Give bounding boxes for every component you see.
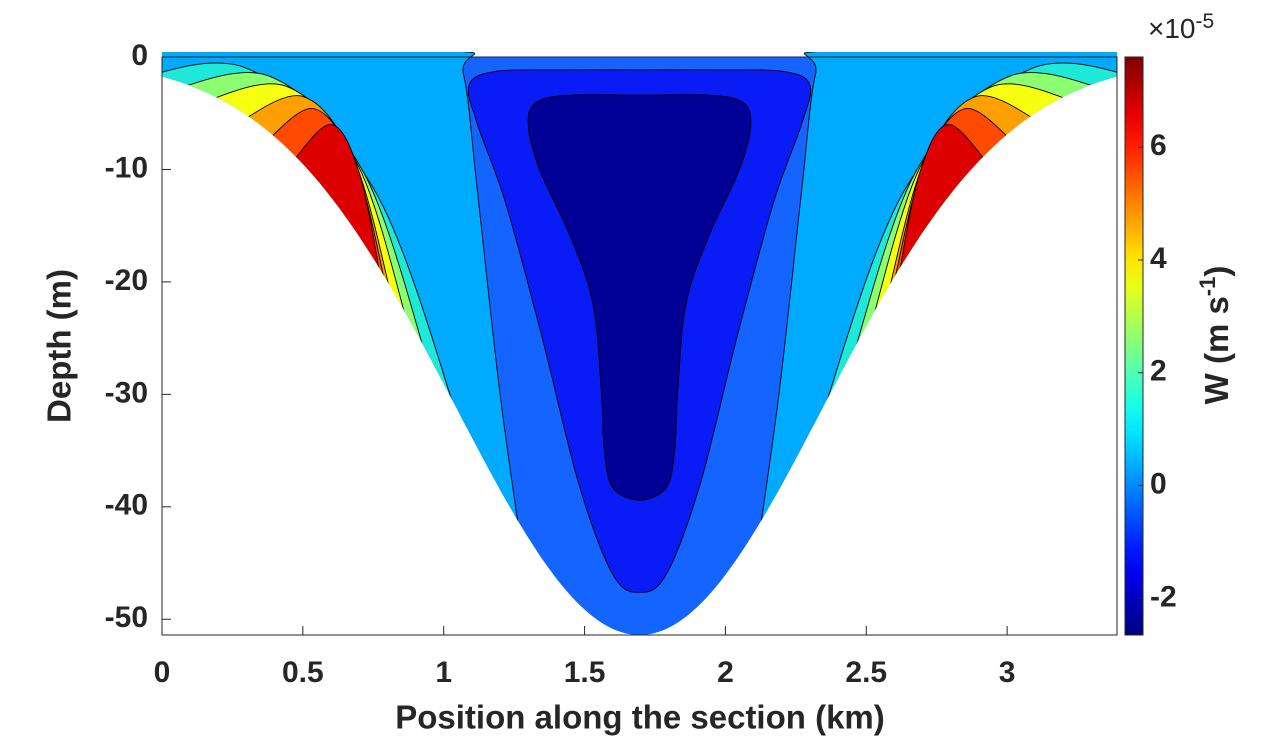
axes-box	[161, 56, 1118, 636]
colorbar-label-end: )	[1198, 266, 1235, 277]
colorbar-label: W (m s-1)	[1195, 266, 1235, 405]
y-tick-label: -50	[105, 601, 148, 634]
y-tick-label: -20	[105, 264, 148, 297]
y-tick-label: -40	[105, 489, 148, 522]
colorbar-multiplier: ×10-5	[1148, 10, 1214, 44]
contour-region	[896, 124, 991, 635]
y-tick-label: 0	[131, 39, 148, 72]
colorbar-tick-label: 6	[1150, 129, 1167, 162]
colorbar-tick-label: 2	[1150, 355, 1167, 388]
colorbar-exponent: -5	[1196, 10, 1215, 33]
x-tick-label: 3	[999, 656, 1016, 689]
x-tick-label: 0.5	[282, 656, 324, 689]
colorbar-tick-label: -2	[1150, 580, 1177, 613]
colorbar	[1124, 56, 1144, 636]
y-axis-label: Depth (m)	[41, 269, 78, 423]
colorbar-tick-label: 4	[1150, 242, 1167, 275]
x-tick-label: 2.5	[845, 656, 887, 689]
colorbar-label-superscript: -1	[1195, 277, 1220, 297]
y-tick-label: -10	[105, 151, 148, 184]
x-tick-label: 2	[717, 656, 734, 689]
axes: 0 0.5 1 1.5 2 2.5 3 -50 -40 -30 -20 -10 0	[105, 39, 1118, 689]
x-tick-label: 1.5	[564, 656, 606, 689]
x-tick-label: 1	[435, 656, 452, 689]
x-tick-label: 0	[154, 656, 171, 689]
colorbar-multiplier-base: ×10	[1148, 13, 1196, 44]
contour-field	[162, 52, 1117, 635]
contour-region	[527, 94, 752, 501]
colorbar-label-main: W (m s	[1198, 296, 1235, 404]
x-axis-label: Position along the section (km)	[395, 699, 885, 736]
colorbar-tick-label: 0	[1150, 467, 1167, 500]
y-tick-label: -30	[105, 376, 148, 409]
